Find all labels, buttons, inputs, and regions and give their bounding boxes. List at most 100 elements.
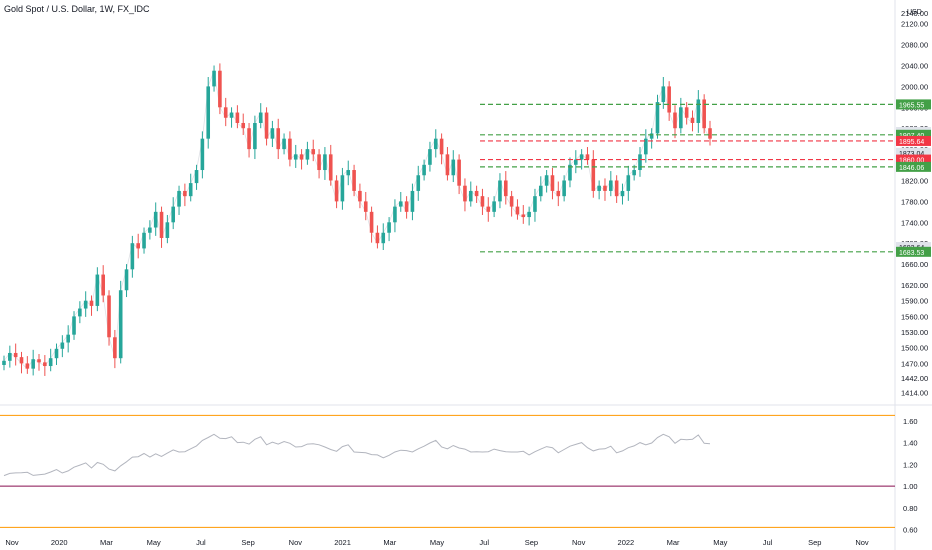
time-tick-label: May: [147, 538, 161, 547]
price-label-value: 1895.64: [899, 139, 924, 146]
candle-body: [2, 360, 6, 365]
candle-body: [60, 342, 65, 349]
price-tick-label: 1620.00: [901, 281, 928, 290]
candle-body: [264, 112, 269, 139]
candle-body: [235, 112, 240, 123]
candle-body: [43, 362, 47, 367]
indicator-tick-label: 0.80: [903, 504, 918, 513]
time-tick-label: Nov: [5, 538, 19, 547]
candle-body: [317, 154, 321, 171]
indicator-tick-label: 1.00: [903, 482, 918, 491]
candle-body: [579, 154, 584, 160]
candle-body: [25, 363, 30, 369]
candle-body: [550, 175, 555, 191]
candle-body: [200, 138, 205, 171]
price-labels: 1965.551912.781907.401895.641873.041860.…: [896, 99, 931, 257]
time-tick-label: Jul: [763, 538, 773, 547]
candle-body: [702, 99, 706, 129]
indicator-tick-label: 1.40: [903, 439, 918, 448]
price-tick-label: 1470.00: [901, 359, 928, 368]
price-label-box: [896, 161, 931, 172]
candle-body: [527, 211, 531, 218]
candle-body: [66, 334, 70, 343]
candle-body: [153, 211, 158, 228]
candle-body: [253, 122, 257, 150]
candle-body: [696, 99, 701, 123]
candle-body: [305, 149, 310, 160]
candle-body: [358, 190, 362, 202]
price-tick-label: 1820.00: [901, 176, 928, 185]
candle-body: [19, 357, 24, 364]
time-tick-label: 2021: [334, 538, 351, 547]
price-label-value: 1860.00: [899, 158, 924, 165]
candle-body: [585, 154, 590, 160]
candle-body: [270, 128, 275, 139]
candle-body: [113, 337, 117, 359]
candle-body: [54, 348, 59, 359]
price-label-value: 1873.04: [899, 151, 924, 158]
candle-body: [165, 222, 170, 238]
price-label-value: 1846.06: [899, 165, 924, 172]
candle-body: [101, 274, 105, 296]
candle-body: [568, 164, 572, 181]
time-tick-label: Sep: [525, 538, 538, 547]
time-tick-label: May: [430, 538, 444, 547]
candle-body: [679, 107, 683, 129]
candle-body: [340, 175, 345, 202]
price-tick-label: 1780.00: [901, 197, 928, 206]
candle-body: [206, 86, 211, 139]
candle-body: [282, 138, 286, 150]
candle-body: [334, 180, 339, 202]
price-tick-label: 1740.00: [901, 218, 928, 227]
candle-body: [562, 180, 566, 197]
time-tick-label: 2022: [618, 538, 635, 547]
candle-body: [544, 175, 549, 186]
time-tick-label: Mar: [100, 538, 113, 547]
candle-body: [218, 70, 222, 108]
candle-body: [515, 206, 520, 215]
candle-body: [451, 159, 456, 176]
candle-body: [492, 201, 496, 212]
time-tick-label: Mar: [383, 538, 396, 547]
time-tick-label: Mar: [667, 538, 680, 547]
candle-body: [223, 107, 228, 118]
price-tick-label: 2120.00: [901, 20, 928, 29]
candle-body: [171, 206, 176, 223]
candle-body: [83, 300, 88, 309]
time-tick-label: Jul: [196, 538, 206, 547]
candle-body: [410, 190, 415, 212]
price-tick-label: 2140.00: [901, 9, 928, 18]
candle-body: [37, 359, 41, 363]
candle-body: [241, 122, 246, 129]
price-tick-label: 1500.00: [901, 344, 928, 353]
candle-body: [591, 159, 596, 191]
candle-body: [667, 86, 671, 113]
price-label-box: [896, 246, 931, 257]
candle-body: [346, 170, 351, 176]
candle-body: [433, 138, 438, 150]
candle-body: [258, 112, 263, 123]
candle-body: [293, 154, 298, 160]
candles: [2, 63, 712, 376]
candle-body: [597, 185, 601, 191]
candle-body: [690, 117, 695, 123]
time-tick-label: Sep: [808, 538, 821, 547]
candle-body: [708, 128, 712, 139]
candle-body: [655, 102, 660, 134]
candle-body: [142, 232, 146, 249]
candle-body: [311, 149, 316, 155]
oscillator-pane: 1.60 1.40 1.20 1.00 0.80 0.60: [0, 414, 918, 535]
candle-body: [404, 201, 409, 212]
candle-body: [574, 159, 578, 165]
candle-body: [188, 183, 193, 197]
candle-body: [673, 112, 677, 129]
time-axis: Nov 2020 Mar May Jul Sep Nov 2021 Mar May Jul Sep No…: [5, 538, 869, 547]
price-label-box: [896, 154, 931, 165]
price-tick-label: 1560.00: [901, 312, 928, 321]
candle-body: [72, 316, 76, 335]
candle-body: [31, 359, 35, 369]
candle-body: [328, 154, 333, 181]
candle-body: [463, 185, 467, 202]
candle-body: [8, 352, 12, 361]
